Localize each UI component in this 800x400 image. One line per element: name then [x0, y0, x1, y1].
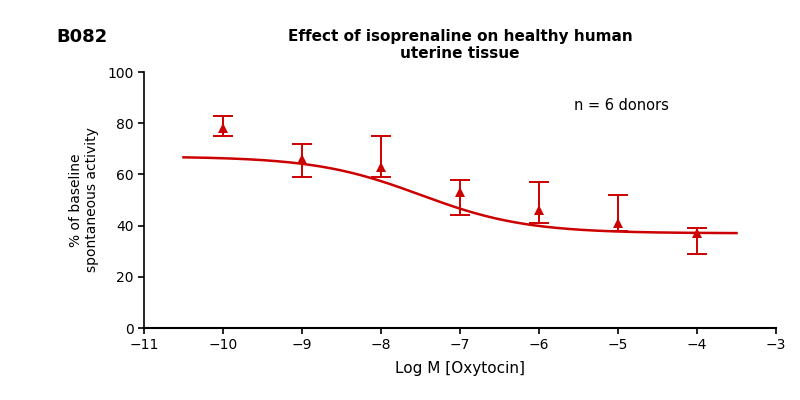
Text: B082: B082	[56, 28, 107, 46]
Y-axis label: % of baseline
spontaneous activity: % of baseline spontaneous activity	[69, 128, 99, 272]
X-axis label: Log M [Oxytocin]: Log M [Oxytocin]	[395, 361, 525, 376]
Title: Effect of isoprenaline on healthy human
uterine tissue: Effect of isoprenaline on healthy human …	[288, 29, 632, 61]
Text: n = 6 donors: n = 6 donors	[574, 98, 669, 113]
